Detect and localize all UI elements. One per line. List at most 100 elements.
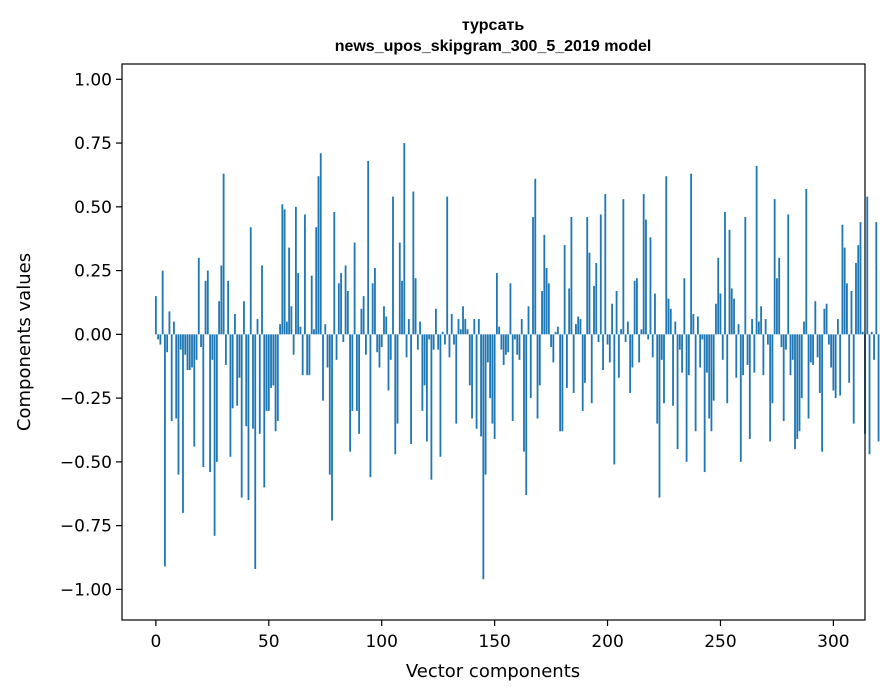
bar bbox=[703, 334, 706, 473]
chart-title: турсать bbox=[462, 17, 525, 34]
bar bbox=[385, 316, 388, 335]
bar bbox=[249, 227, 252, 335]
bar bbox=[270, 334, 272, 388]
bar bbox=[742, 334, 744, 376]
bar bbox=[724, 211, 726, 335]
bar bbox=[656, 334, 659, 424]
bar bbox=[868, 334, 871, 455]
bar bbox=[527, 306, 530, 335]
bar bbox=[450, 313, 453, 335]
bar bbox=[511, 334, 514, 422]
bar bbox=[493, 334, 496, 439]
bar bbox=[554, 331, 557, 335]
bar bbox=[859, 222, 862, 335]
bar bbox=[448, 334, 451, 358]
bar bbox=[719, 293, 722, 335]
bar bbox=[604, 194, 607, 335]
bar bbox=[414, 278, 417, 335]
bar bbox=[866, 196, 869, 335]
bar bbox=[383, 306, 385, 335]
bar bbox=[236, 334, 239, 406]
bar bbox=[276, 334, 279, 422]
bar bbox=[240, 334, 243, 498]
bar bbox=[238, 334, 241, 378]
bar bbox=[179, 334, 182, 350]
bar bbox=[285, 321, 288, 335]
bar bbox=[459, 329, 462, 335]
bar bbox=[468, 334, 471, 386]
bar bbox=[164, 334, 166, 567]
bar bbox=[369, 334, 372, 478]
y-tick-label: 1.00 bbox=[74, 70, 112, 90]
bar bbox=[757, 321, 760, 335]
bar bbox=[455, 334, 458, 424]
bar bbox=[647, 334, 650, 340]
bar bbox=[358, 334, 361, 434]
bar bbox=[821, 334, 823, 452]
bar bbox=[735, 334, 738, 378]
bar bbox=[796, 334, 799, 439]
x-tick-label: 100 bbox=[365, 632, 397, 652]
bar bbox=[389, 334, 392, 360]
bar bbox=[755, 166, 758, 335]
bar bbox=[170, 334, 173, 422]
bar bbox=[762, 334, 765, 376]
bar bbox=[588, 252, 591, 335]
bar bbox=[855, 262, 857, 335]
bar bbox=[631, 334, 634, 368]
bar bbox=[593, 285, 595, 335]
bar bbox=[532, 217, 534, 335]
bar bbox=[626, 321, 629, 335]
bar bbox=[396, 334, 399, 424]
bar bbox=[378, 334, 381, 368]
bar bbox=[678, 334, 681, 350]
bar bbox=[346, 290, 349, 335]
y-tick-label: 0.75 bbox=[74, 134, 112, 154]
bar bbox=[166, 334, 169, 353]
bar bbox=[294, 206, 297, 335]
bar bbox=[498, 326, 501, 335]
bar bbox=[843, 247, 846, 335]
bar bbox=[771, 334, 774, 404]
bar bbox=[425, 334, 428, 442]
bar bbox=[200, 334, 202, 348]
bar bbox=[288, 247, 291, 335]
bar bbox=[699, 334, 702, 368]
bar bbox=[331, 334, 333, 521]
bar bbox=[401, 280, 403, 335]
bar bbox=[611, 303, 613, 335]
bar bbox=[710, 334, 713, 432]
x-tick-label: 200 bbox=[591, 632, 623, 652]
bar bbox=[220, 265, 223, 335]
bar bbox=[721, 334, 724, 360]
bar bbox=[744, 217, 747, 335]
bar bbox=[778, 257, 781, 335]
bar bbox=[428, 334, 431, 340]
bar bbox=[696, 316, 699, 335]
bar bbox=[204, 280, 207, 335]
bar bbox=[782, 334, 785, 422]
bar bbox=[407, 319, 410, 335]
bar bbox=[182, 334, 184, 513]
bar bbox=[421, 334, 424, 411]
bar bbox=[613, 334, 616, 465]
bar bbox=[439, 334, 442, 457]
bar bbox=[507, 334, 510, 353]
bar bbox=[308, 334, 311, 376]
bar bbox=[726, 334, 729, 404]
bar bbox=[380, 334, 383, 348]
bar bbox=[701, 334, 704, 340]
bar bbox=[827, 334, 830, 345]
bar bbox=[638, 334, 641, 363]
bar bbox=[342, 334, 345, 342]
bar bbox=[536, 334, 539, 419]
bar bbox=[812, 334, 814, 365]
y-tick-label: 0.00 bbox=[74, 325, 112, 345]
bar bbox=[579, 319, 582, 335]
bar bbox=[211, 334, 214, 360]
bar bbox=[319, 153, 322, 335]
bar bbox=[850, 290, 853, 335]
bar bbox=[256, 319, 259, 335]
x-axis-label: Vector components bbox=[406, 661, 580, 682]
bar bbox=[776, 278, 778, 335]
